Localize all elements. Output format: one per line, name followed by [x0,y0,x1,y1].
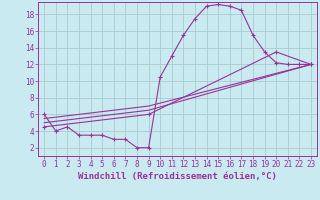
X-axis label: Windchill (Refroidissement éolien,°C): Windchill (Refroidissement éolien,°C) [78,172,277,181]
